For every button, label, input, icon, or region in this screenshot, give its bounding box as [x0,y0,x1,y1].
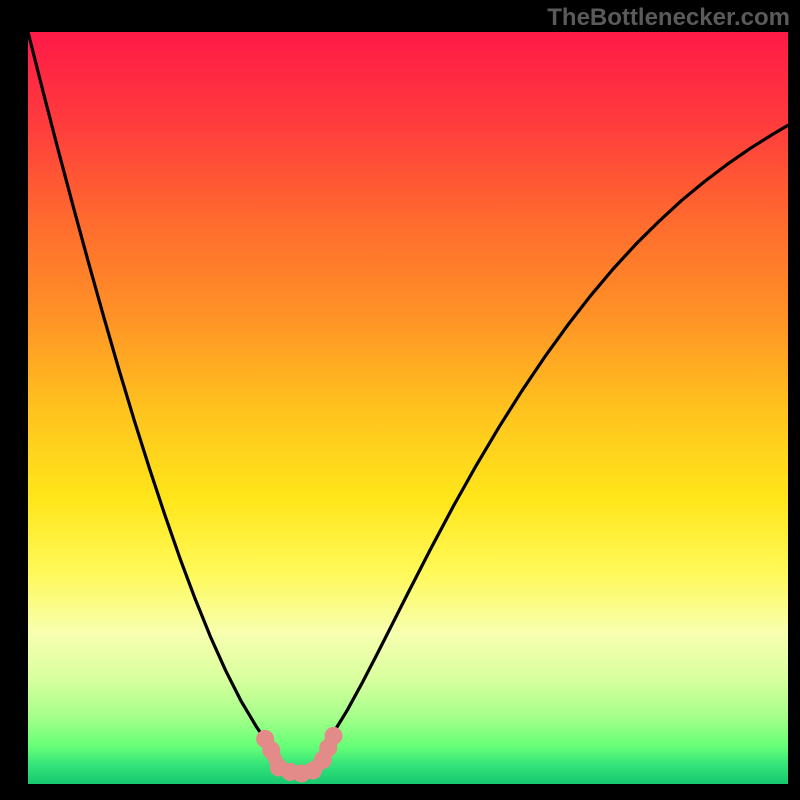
marker-dot [325,727,343,745]
chart-svg [28,32,788,784]
watermark-text: TheBottlenecker.com [547,4,790,32]
plot-background [28,32,788,784]
chart-outer: TheBottlenecker.com [0,0,800,800]
marker-dot [262,741,280,759]
